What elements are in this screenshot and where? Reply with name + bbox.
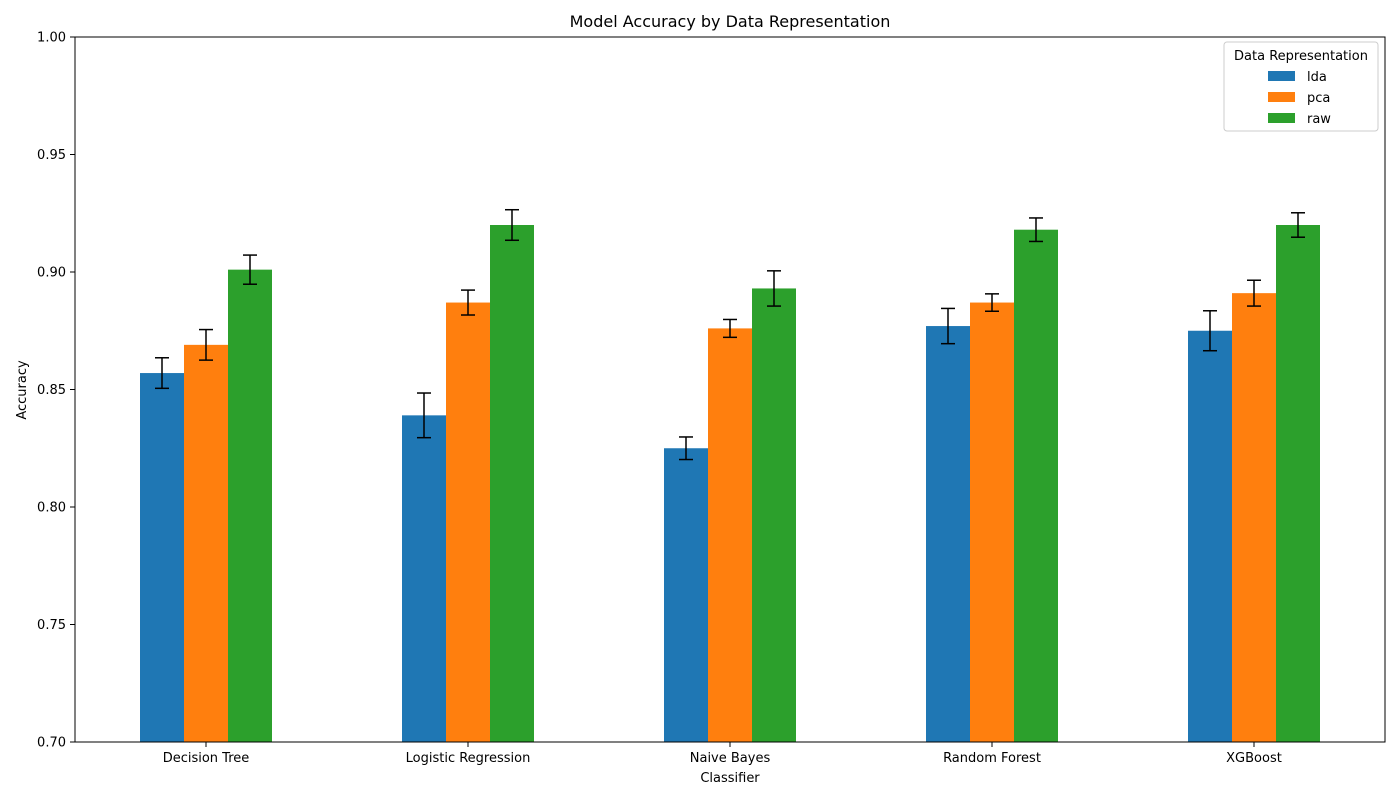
bar-lda-1 <box>402 415 446 742</box>
y-tick-label-3: 0.85 <box>37 383 66 398</box>
error-bar-lda-3 <box>941 307 955 345</box>
legend-label-lda: lda <box>1307 70 1327 85</box>
chart-title: Model Accuracy by Data Representation <box>570 12 891 31</box>
bar-lda-0 <box>140 373 184 742</box>
bar-pca-3 <box>970 302 1014 742</box>
error-bar-pca-3 <box>985 293 999 312</box>
error-bar-pca-4 <box>1247 279 1261 307</box>
bar-raw-2 <box>752 288 796 742</box>
x-tick-label-2: Naive Bayes <box>690 751 771 766</box>
error-bar-raw-3 <box>1029 217 1043 243</box>
error-bars-group <box>155 208 1305 461</box>
legend: Data Representation lda pca raw <box>1223 41 1379 132</box>
bar-lda-4 <box>1188 330 1232 742</box>
legend-box <box>1223 41 1379 132</box>
y-tick-label-6: 1.00 <box>37 31 66 46</box>
bar-raw-3 <box>1014 229 1058 742</box>
error-bar-lda-0 <box>155 357 169 390</box>
bar-raw-1 <box>490 225 534 742</box>
legend-label-pca: pca <box>1307 91 1330 106</box>
x-axis: Decision Tree Logistic Regression Naive Ba… <box>163 742 1282 766</box>
bar-pca-2 <box>708 328 752 742</box>
error-bar-raw-2 <box>767 270 781 307</box>
legend-swatch-raw <box>1268 113 1295 123</box>
bar-lda-2 <box>664 448 708 742</box>
error-bar-lda-4 <box>1203 310 1217 352</box>
legend-label-raw: raw <box>1307 112 1331 127</box>
y-tick-label-1: 0.75 <box>37 618 66 633</box>
x-tick-label-4: XGBoost <box>1226 751 1282 766</box>
bar-raw-0 <box>228 269 272 742</box>
y-tick-label-4: 0.90 <box>37 266 66 281</box>
x-tick-label-3: Random Forest <box>943 751 1041 766</box>
error-bar-lda-1 <box>417 392 431 439</box>
bar-pca-4 <box>1232 293 1276 742</box>
y-tick-label-0: 0.70 <box>37 736 66 751</box>
bar-pca-1 <box>446 302 490 742</box>
error-bar-pca-2 <box>723 318 737 339</box>
error-bar-pca-0 <box>199 328 213 361</box>
x-axis-label: Classifier <box>700 771 760 786</box>
error-bar-raw-4 <box>1291 212 1305 238</box>
bar-raw-4 <box>1276 225 1320 742</box>
legend-swatch-pca <box>1268 92 1295 102</box>
error-bar-pca-1 <box>461 289 475 316</box>
bar-pca-0 <box>184 344 228 742</box>
bars-group <box>140 225 1320 742</box>
y-axis-label: Accuracy <box>15 360 30 420</box>
bar-lda-3 <box>926 326 970 742</box>
legend-swatch-lda <box>1268 71 1295 81</box>
x-tick-label-0: Decision Tree <box>163 751 250 766</box>
x-tick-label-1: Logistic Regression <box>406 751 531 766</box>
error-bar-raw-1 <box>505 208 519 242</box>
error-bar-raw-0 <box>243 254 257 285</box>
y-axis: 0.70 0.75 0.80 0.85 0.90 0.95 1.00 <box>37 31 75 751</box>
y-tick-label-5: 0.95 <box>37 148 66 163</box>
legend-title: Data Representation <box>1234 49 1368 64</box>
y-tick-label-2: 0.80 <box>37 501 66 516</box>
plot-area <box>74 36 1386 743</box>
error-bar-lda-2 <box>679 436 693 461</box>
